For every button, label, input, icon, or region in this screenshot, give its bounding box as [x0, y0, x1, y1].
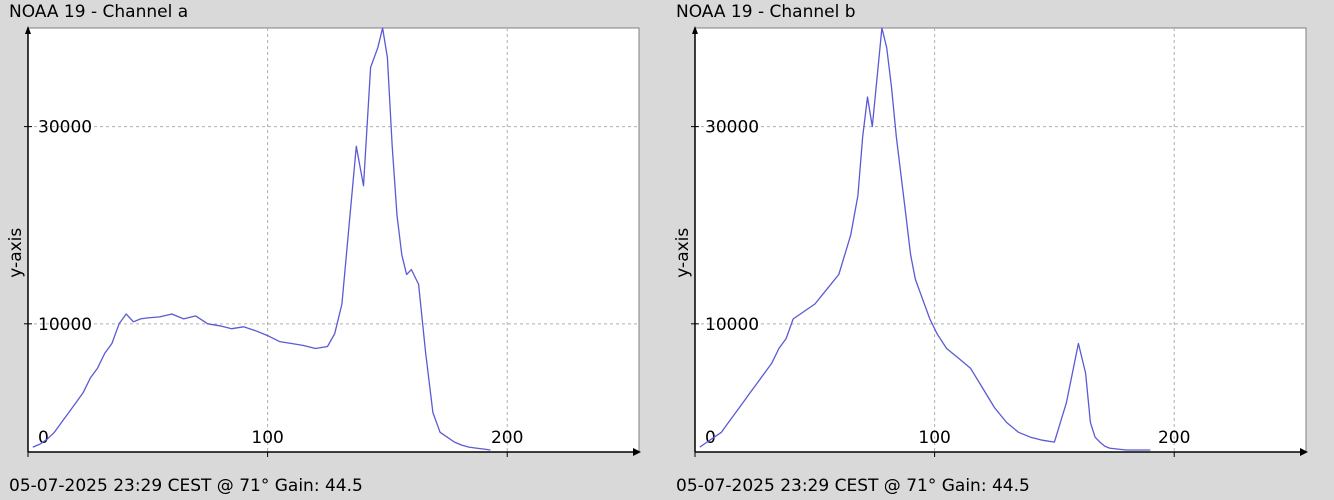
chart-plot: 0 100 200 10000 30000 y-axis: [673, 26, 1308, 457]
y-tick-label: 30000: [38, 118, 92, 138]
chart-panel-channel-b: NOAA 19 - Channel b 0 100 200 10000 30000 y-a…: [667, 0, 1334, 500]
y-tick-label: 30000: [705, 118, 759, 138]
y-axis-arrow: [692, 26, 698, 34]
x-tick-label: 100: [918, 428, 950, 448]
x-tick-label: 100: [251, 428, 283, 448]
chart-title: NOAA 19 - Channel a: [9, 2, 189, 22]
y-tick-label: 10000: [38, 315, 92, 335]
plot-area: [694, 27, 1307, 453]
chart-plot: 0 100 200 10000 30000 y-axis: [6, 26, 641, 457]
chart-footer: 05-07-2025 23:29 CEST @ 71° Gain: 44.5: [676, 476, 1030, 496]
x-tick-label: 0: [705, 428, 716, 448]
x-axis-arrow: [633, 448, 641, 456]
chart-title: NOAA 19 - Channel b: [676, 2, 856, 22]
x-tick-label: 0: [38, 428, 49, 448]
chart-panel-channel-a: NOAA 19 - Channel a 0 100 200 10000 30000 y-a…: [6, 2, 641, 496]
y-axis-arrow: [25, 26, 31, 34]
series-line: [699, 27, 1151, 451]
chart-footer: 05-07-2025 23:29 CEST @ 71° Gain: 44.5: [9, 476, 363, 496]
y-axis-label: y-axis: [673, 228, 693, 278]
x-tick-label: 200: [491, 428, 523, 448]
series-line: [32, 27, 491, 451]
y-axis-label: y-axis: [6, 228, 26, 278]
y-tick-label: 10000: [705, 315, 759, 335]
x-axis-arrow: [1300, 448, 1308, 456]
plot-area: [27, 27, 640, 453]
x-tick-label: 200: [1158, 428, 1190, 448]
